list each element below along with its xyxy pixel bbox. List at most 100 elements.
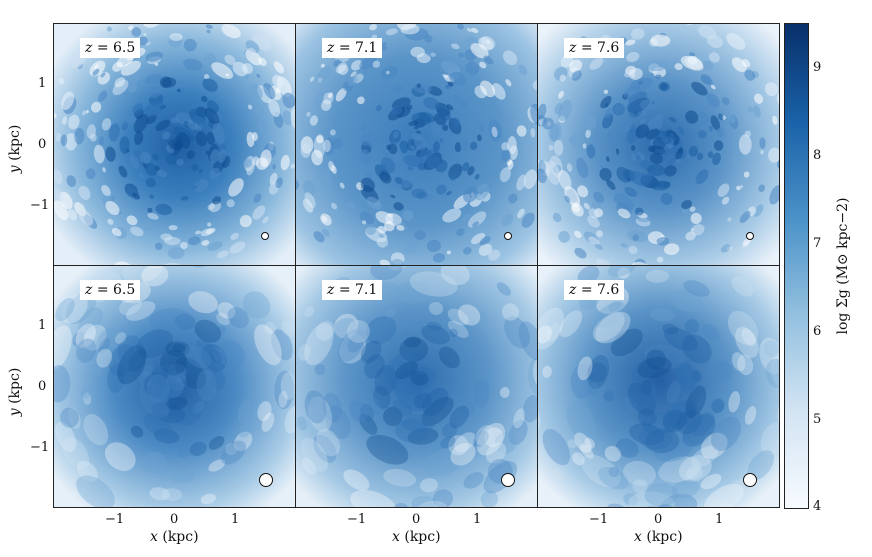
gas-clump bbox=[553, 139, 564, 156]
gas-clump bbox=[185, 363, 197, 374]
gas-clump bbox=[97, 71, 111, 85]
gas-clump bbox=[120, 60, 141, 76]
gas-clump bbox=[628, 104, 643, 118]
gas-clump bbox=[291, 105, 295, 122]
gas-clump bbox=[339, 333, 367, 364]
gas-clump bbox=[163, 371, 184, 390]
gas-clump bbox=[706, 93, 720, 108]
gas-clump bbox=[485, 442, 507, 464]
gas-clump bbox=[274, 370, 295, 410]
gas-clump bbox=[246, 47, 257, 58]
gas-clump bbox=[538, 325, 552, 344]
surface-density-map bbox=[538, 24, 779, 265]
gas-clump bbox=[139, 381, 170, 419]
gas-clump bbox=[384, 351, 420, 384]
x-tick-label: 1 bbox=[231, 512, 240, 527]
gas-clump bbox=[608, 467, 620, 478]
gas-clump bbox=[538, 168, 547, 184]
gas-clump bbox=[711, 398, 725, 414]
gas-clump bbox=[142, 101, 165, 118]
gas-clump bbox=[605, 156, 610, 162]
gas-clump bbox=[258, 57, 267, 67]
gas-clump bbox=[538, 103, 547, 120]
colorbar-tick-label: 9 bbox=[813, 60, 822, 75]
gas-clump bbox=[538, 159, 540, 165]
gas-clump bbox=[465, 61, 480, 76]
gas-clump bbox=[737, 354, 754, 376]
gas-clump bbox=[532, 80, 537, 91]
gas-clump bbox=[678, 364, 698, 395]
gas-clump bbox=[153, 104, 157, 108]
gas-clump bbox=[247, 104, 253, 110]
gas-clump bbox=[114, 332, 127, 344]
gas-clump bbox=[410, 46, 425, 58]
gas-clump bbox=[567, 439, 577, 449]
gas-clump bbox=[320, 63, 325, 68]
gas-clump bbox=[165, 370, 187, 392]
gas-clump bbox=[216, 312, 231, 326]
gas-clump bbox=[416, 500, 448, 507]
gas-clump bbox=[96, 348, 113, 368]
gas-clump bbox=[98, 136, 104, 146]
gas-clump bbox=[431, 125, 441, 137]
gas-clump bbox=[167, 363, 187, 383]
gas-clump bbox=[82, 110, 86, 116]
gas-clump bbox=[572, 452, 585, 466]
gas-clump bbox=[273, 61, 285, 74]
gas-clump bbox=[364, 354, 385, 379]
gas-clump bbox=[467, 211, 487, 228]
gas-clump bbox=[432, 141, 440, 153]
gas-clump bbox=[301, 457, 317, 475]
gas-clump bbox=[193, 115, 206, 128]
gas-clump bbox=[620, 119, 632, 133]
gas-clump bbox=[155, 119, 171, 132]
gas-clump bbox=[457, 304, 481, 326]
gas-clump bbox=[216, 362, 226, 373]
gas-clump bbox=[463, 187, 479, 203]
gas-clump bbox=[448, 435, 469, 456]
gas-clump bbox=[768, 147, 779, 163]
gas-clump bbox=[85, 168, 96, 179]
gas-clump bbox=[499, 167, 511, 183]
gas-clump bbox=[360, 177, 375, 193]
gas-clump bbox=[752, 105, 761, 118]
gas-clump bbox=[551, 467, 565, 482]
gas-clump bbox=[689, 52, 695, 57]
gas-clump bbox=[143, 32, 147, 37]
gas-clump bbox=[588, 208, 600, 219]
gas-clump bbox=[313, 434, 337, 463]
gas-clump bbox=[233, 431, 253, 452]
gas-clump bbox=[407, 166, 414, 171]
gas-clump bbox=[183, 58, 203, 71]
gas-clump bbox=[386, 266, 407, 271]
gas-clump bbox=[656, 236, 670, 246]
gas-clump bbox=[660, 192, 673, 205]
gas-clump bbox=[119, 136, 130, 154]
gas-clump bbox=[626, 128, 638, 144]
gas-clump bbox=[416, 364, 428, 375]
gas-clump bbox=[150, 363, 177, 403]
gas-clump bbox=[674, 63, 683, 71]
gas-clump bbox=[54, 325, 72, 370]
gas-clump bbox=[617, 267, 630, 279]
gas-clump bbox=[585, 129, 591, 139]
gas-clump bbox=[201, 95, 208, 103]
gas-clump bbox=[436, 107, 451, 121]
gas-clump bbox=[714, 360, 733, 382]
gas-clump bbox=[442, 208, 462, 223]
gas-clump bbox=[92, 68, 100, 76]
gas-clump bbox=[54, 200, 69, 221]
colorbar-gradient bbox=[785, 24, 808, 508]
gas-clump bbox=[504, 316, 531, 349]
gas-clump bbox=[93, 64, 99, 70]
gas-clump bbox=[522, 395, 537, 423]
gas-clump bbox=[349, 400, 368, 423]
gas-clump bbox=[130, 226, 144, 237]
gas-clump bbox=[160, 349, 187, 376]
gas-clump bbox=[483, 55, 494, 65]
gas-clump bbox=[491, 83, 506, 100]
gas-clump bbox=[721, 196, 730, 205]
gas-clump bbox=[453, 432, 476, 453]
gas-clump bbox=[68, 114, 80, 130]
gas-clump bbox=[502, 50, 518, 66]
